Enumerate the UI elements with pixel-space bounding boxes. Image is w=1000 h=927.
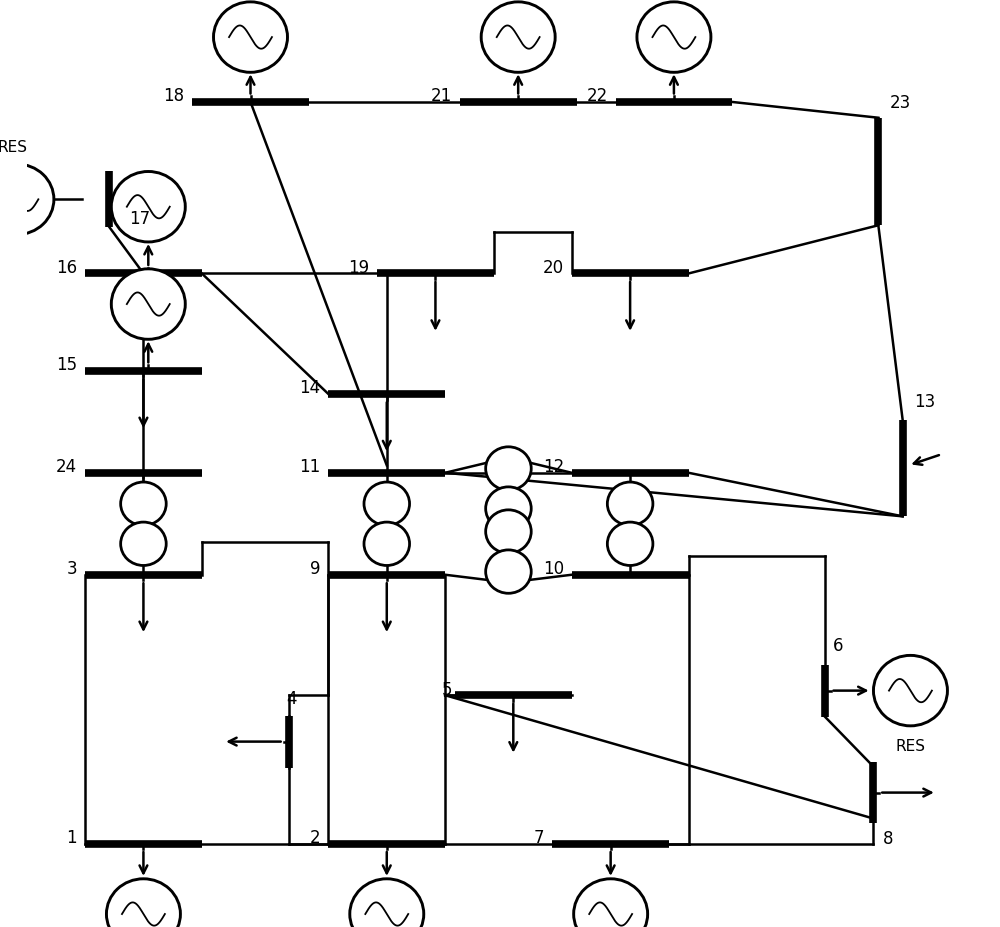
Text: 4: 4 <box>286 691 297 708</box>
Circle shape <box>0 164 54 235</box>
Circle shape <box>111 269 185 339</box>
Circle shape <box>486 487 531 530</box>
Text: 20: 20 <box>543 259 564 277</box>
Text: 1: 1 <box>67 829 77 847</box>
Circle shape <box>574 879 648 927</box>
Circle shape <box>486 550 531 593</box>
Text: 21: 21 <box>431 87 452 106</box>
Text: 9: 9 <box>310 560 321 578</box>
Text: 24: 24 <box>56 458 77 476</box>
Circle shape <box>486 447 531 490</box>
Circle shape <box>350 879 424 927</box>
Circle shape <box>486 510 531 553</box>
Circle shape <box>607 522 653 565</box>
Text: 14: 14 <box>299 379 321 398</box>
Text: 17: 17 <box>129 210 150 228</box>
Circle shape <box>106 879 180 927</box>
Circle shape <box>873 655 947 726</box>
Text: 23: 23 <box>890 95 911 112</box>
Text: 18: 18 <box>163 87 184 106</box>
Circle shape <box>214 2 287 72</box>
Text: 10: 10 <box>543 560 564 578</box>
Circle shape <box>364 482 410 526</box>
Text: 19: 19 <box>348 259 369 277</box>
Circle shape <box>111 171 185 242</box>
Text: 7: 7 <box>534 829 544 847</box>
Text: 15: 15 <box>56 356 77 375</box>
Text: RES: RES <box>895 739 925 754</box>
Text: RES: RES <box>0 140 27 155</box>
Circle shape <box>607 482 653 526</box>
Text: 2: 2 <box>310 829 321 847</box>
Circle shape <box>637 2 711 72</box>
Text: 12: 12 <box>543 458 564 476</box>
Circle shape <box>121 522 166 565</box>
Text: 16: 16 <box>56 259 77 277</box>
Text: 3: 3 <box>67 560 77 578</box>
Text: 11: 11 <box>299 458 321 476</box>
Circle shape <box>364 522 410 565</box>
Text: 6: 6 <box>833 638 843 655</box>
Text: 13: 13 <box>914 393 936 411</box>
Circle shape <box>481 2 555 72</box>
Text: 8: 8 <box>883 830 894 847</box>
Circle shape <box>121 482 166 526</box>
Text: 5: 5 <box>441 680 452 699</box>
Text: 22: 22 <box>586 87 608 106</box>
